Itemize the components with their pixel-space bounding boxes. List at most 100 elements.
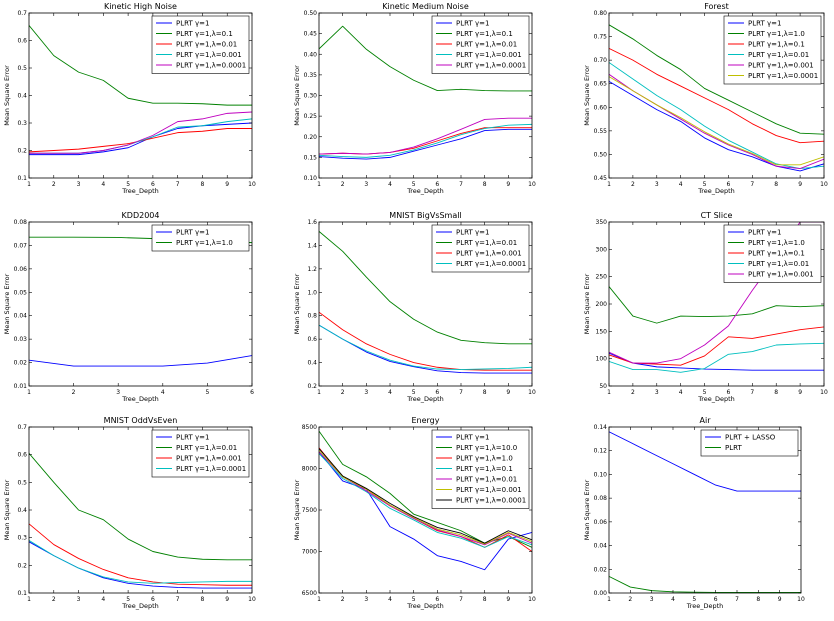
x-tick-label: 4 bbox=[388, 596, 392, 603]
y-tick-label: 0.04 bbox=[594, 543, 608, 550]
x-tick-label: 5 bbox=[412, 181, 416, 188]
x-tick-label: 7 bbox=[176, 596, 180, 603]
x-tick-label: 9 bbox=[798, 181, 802, 188]
x-tick-label: 5 bbox=[412, 596, 416, 603]
y-tick-label: 0.5 bbox=[17, 65, 27, 72]
series-line bbox=[319, 127, 532, 155]
x-tick-label: 8 bbox=[483, 181, 487, 188]
legend-entry: PLRT γ=1,λ=0.01 bbox=[456, 41, 517, 49]
y-tick-label: 0.7 bbox=[17, 424, 27, 431]
y-tick-label: 7000 bbox=[302, 549, 317, 556]
x-tick-label: 4 bbox=[671, 596, 675, 603]
x-tick-label: 3 bbox=[77, 181, 81, 188]
legend-entry: PLRT γ=1,λ=0.001 bbox=[176, 455, 242, 463]
x-tick-label: 6 bbox=[435, 181, 439, 188]
x-tick-label: 1 bbox=[317, 389, 321, 396]
y-tick-label: 0.05 bbox=[14, 289, 28, 296]
y-axis-label: Mean Square Error bbox=[583, 273, 591, 334]
y-tick-label: 0.01 bbox=[14, 383, 28, 390]
x-axis-label: Tree_Depth bbox=[121, 395, 159, 403]
y-tick-label: 0.14 bbox=[594, 424, 608, 431]
y-tick-label: 0.8 bbox=[307, 313, 317, 320]
x-tick-label: 6 bbox=[435, 596, 439, 603]
legend-entry: PLRT + LASSO bbox=[725, 434, 776, 442]
x-tick-label: 2 bbox=[52, 181, 56, 188]
x-tick-label: 8 bbox=[483, 596, 487, 603]
legend-entry: PLRT γ=1,λ=0.1 bbox=[456, 30, 513, 38]
legend-entry: PLRT γ=1 bbox=[176, 434, 209, 442]
y-tick-label: 0.5 bbox=[17, 479, 27, 486]
y-tick-label: 8000 bbox=[302, 466, 317, 473]
series-line bbox=[609, 62, 824, 170]
y-axis-label: Mean Square Error bbox=[293, 65, 301, 126]
y-tick-label: 0.50 bbox=[304, 10, 318, 17]
x-tick-label: 7 bbox=[459, 181, 463, 188]
y-tick-label: 0.4 bbox=[307, 360, 317, 367]
y-tick-label: 8500 bbox=[302, 424, 317, 431]
legend-entry: PLRT γ=1,λ=0.0001 bbox=[176, 465, 246, 473]
y-tick-label: 0.1 bbox=[17, 175, 27, 182]
x-tick-label: 3 bbox=[364, 596, 368, 603]
chart-panel: MNIST BigVsSmall 1 2 3 4 5 6 7 8 9 10 0.2 0.4 0.6 0.8 1… bbox=[293, 211, 536, 403]
legend: PLRT γ=1 PLRT γ=1,λ=0.1 PLRT γ=1,λ=0.01 PLR… bbox=[431, 15, 530, 74]
x-axis-label: Tree_Depth bbox=[697, 395, 735, 403]
y-tick-label: 300 bbox=[596, 246, 608, 253]
x-axis-label: Tree_Depth bbox=[121, 187, 159, 195]
legend-box bbox=[151, 224, 250, 252]
chart-title: Kinetic Medium Noise bbox=[382, 2, 469, 11]
x-tick-label: 6 bbox=[435, 389, 439, 396]
x-tick-label: 10 bbox=[248, 181, 256, 188]
legend-entry: PLRT γ=1,λ=0.001 bbox=[748, 271, 814, 279]
series-group bbox=[319, 25, 532, 160]
series-line bbox=[29, 355, 252, 367]
y-tick-label: 350 bbox=[596, 219, 608, 226]
series-line bbox=[319, 25, 532, 92]
legend-entry: PLRT γ=1,λ=0.01 bbox=[176, 41, 237, 49]
x-tick-label: 3 bbox=[364, 389, 368, 396]
series-line bbox=[609, 326, 824, 366]
y-tick-label: 0.25 bbox=[304, 113, 318, 120]
chart-title: MNIST OddVsEven bbox=[104, 416, 178, 425]
x-tick-label: 8 bbox=[201, 596, 205, 603]
legend-entry: PLRT γ=1,λ=0.0001 bbox=[748, 72, 818, 80]
series-line bbox=[319, 453, 532, 548]
plot-frame bbox=[318, 221, 533, 387]
y-tick-label: 1.0 bbox=[307, 289, 317, 296]
x-tick-label: 4 bbox=[388, 389, 392, 396]
series-line bbox=[319, 311, 532, 371]
y-axis-label: Mean Square Error bbox=[293, 479, 301, 540]
series-line bbox=[29, 540, 252, 584]
legend-entry: PLRT γ=1,λ=1.0 bbox=[456, 455, 513, 463]
series-line bbox=[29, 111, 252, 154]
legend-entry: PLRT γ=1 bbox=[456, 434, 489, 442]
y-tick-label: 0.6 bbox=[307, 336, 317, 343]
y-axis-label: Mean Square Error bbox=[3, 479, 11, 540]
x-tick-label: 7 bbox=[459, 389, 463, 396]
x-tick-label: 9 bbox=[225, 181, 229, 188]
y-axis-label: Mean Square Error bbox=[3, 65, 11, 126]
legend-box bbox=[723, 224, 822, 283]
series-line bbox=[609, 24, 824, 135]
legend-box bbox=[431, 15, 530, 74]
y-tick-label: 1.6 bbox=[307, 219, 317, 226]
x-tick-label: 9 bbox=[506, 389, 510, 396]
legend-entry: PLRT γ=1,λ=1.0 bbox=[748, 30, 805, 38]
legend: PLRT γ=1 PLRT γ=1,λ=1.0 PLRT γ=1,λ=0.1 PLRT… bbox=[723, 224, 822, 283]
legend-entry: PLRT γ=1,λ=0.001 bbox=[176, 51, 242, 59]
chart-title: Forest bbox=[704, 2, 729, 11]
series-group bbox=[29, 452, 252, 589]
y-tick-label: 0.45 bbox=[304, 31, 318, 38]
x-tick-label: 9 bbox=[225, 596, 229, 603]
chart-title: Kinetic High Noise bbox=[104, 2, 177, 11]
x-tick-label: 9 bbox=[778, 596, 782, 603]
legend-entry: PLRT γ=1,λ=0.0001 bbox=[456, 260, 526, 268]
y-tick-label: 0.1 bbox=[17, 590, 27, 597]
legend: PLRT γ=1 PLRT γ=1,λ=1.0 bbox=[151, 224, 250, 252]
y-tick-label: 0.4 bbox=[17, 507, 27, 514]
series-line bbox=[319, 324, 532, 374]
x-tick-label: 10 bbox=[820, 389, 828, 396]
y-axis-label: Mean Square Error bbox=[583, 65, 591, 126]
x-tick-label: 9 bbox=[506, 596, 510, 603]
x-tick-label: 2 bbox=[631, 389, 635, 396]
